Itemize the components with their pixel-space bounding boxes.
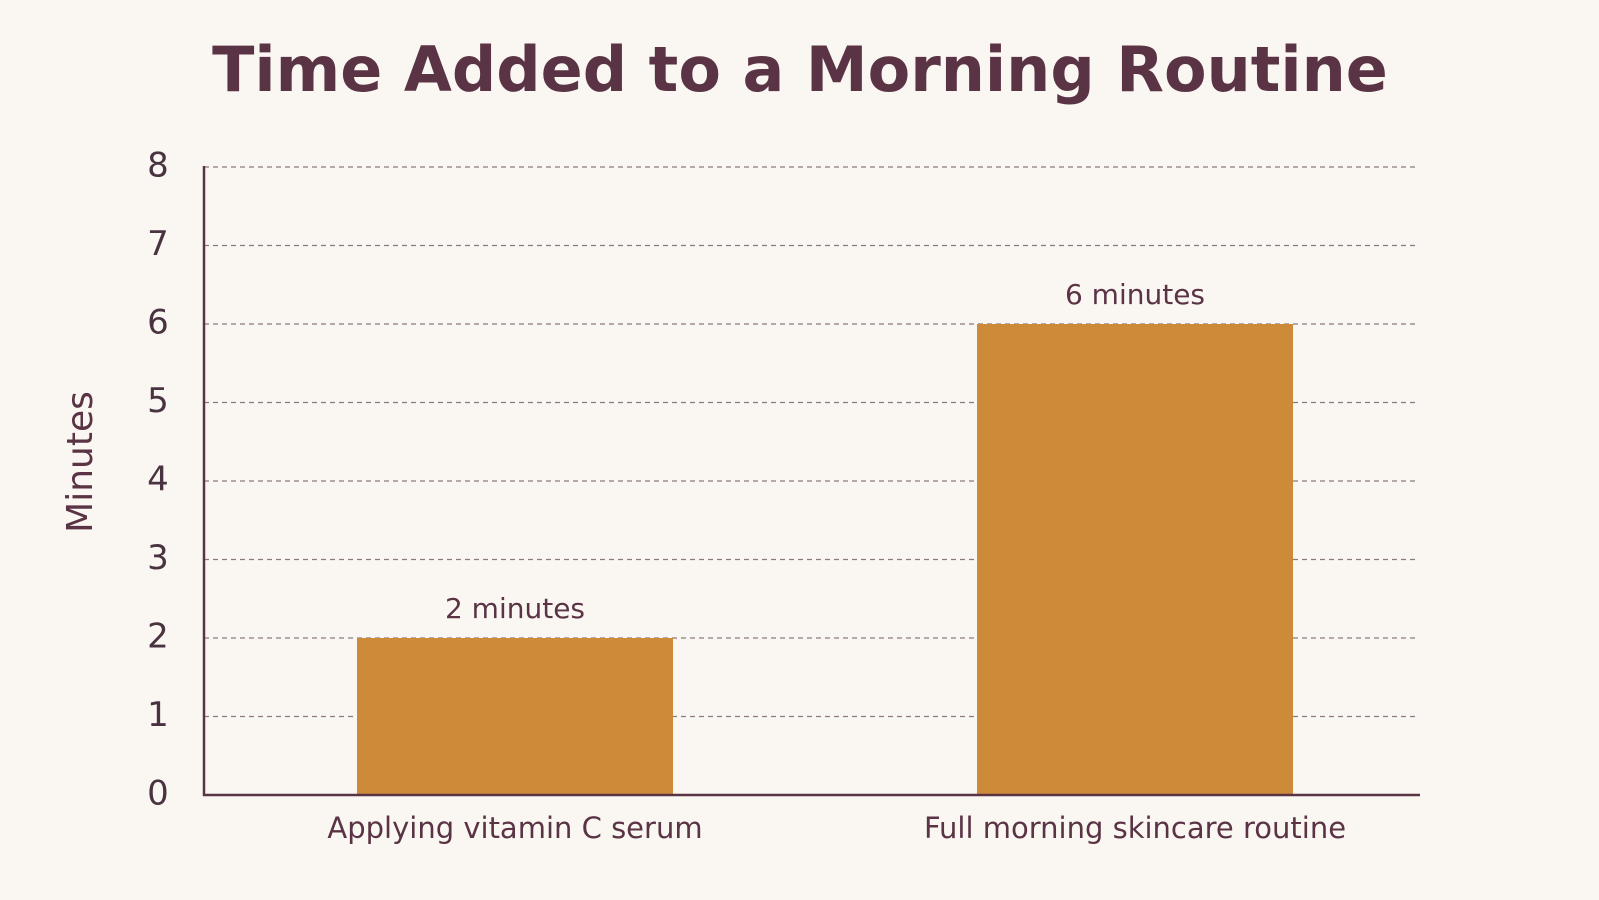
bar [357,638,673,795]
bar [977,324,1293,795]
y-tick-label: 2 [147,617,169,657]
y-tick-label: 3 [147,538,169,578]
y-axis-label: Minutes [60,391,101,533]
marks [357,324,1293,795]
y-tick-label: 7 [147,224,169,264]
y-tick-label: 6 [147,303,169,343]
y-tick-label: 4 [147,460,169,500]
value-label: 6 minutes [1065,278,1205,311]
chart-title: Time Added to a Morning Routine [212,33,1388,106]
y-tick-label: 5 [147,381,169,421]
y-tick-label: 8 [147,146,169,186]
value-label: 2 minutes [445,592,585,625]
y-tick-label: 0 [147,774,169,814]
x-tick-label: Applying vitamin C serum [327,811,702,845]
y-tick-label: 1 [147,695,169,735]
x-tick-label: Full morning skincare routine [924,811,1346,845]
